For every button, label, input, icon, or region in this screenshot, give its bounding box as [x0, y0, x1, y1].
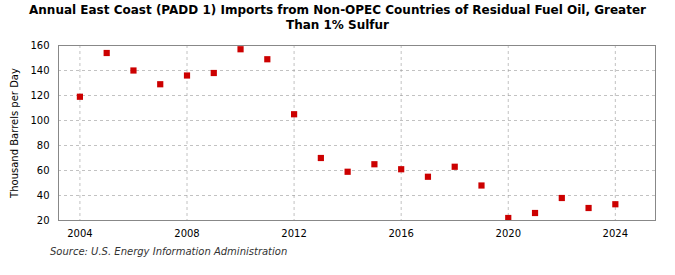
svg-text:120: 120 [30, 90, 49, 101]
svg-text:Thousand Barrels per Day: Thousand Barrels per Day [9, 68, 20, 199]
svg-text:140: 140 [30, 65, 49, 76]
svg-text:40: 40 [37, 190, 50, 201]
svg-text:2024: 2024 [603, 228, 628, 239]
svg-text:2008: 2008 [174, 228, 199, 239]
svg-text:2004: 2004 [67, 228, 92, 239]
svg-text:100: 100 [30, 115, 49, 126]
svg-text:60: 60 [37, 165, 50, 176]
svg-text:2012: 2012 [281, 228, 306, 239]
html-text:Source: U.S. Energy Informatio: Source: U.S. Energy Information Administ… [50, 246, 288, 257]
svg-text:80: 80 [37, 140, 50, 151]
svg-text:2020: 2020 [496, 228, 521, 239]
svg-text:20: 20 [37, 215, 50, 226]
svg-text:2016: 2016 [388, 228, 413, 239]
svg-text:160: 160 [30, 40, 49, 51]
html-text:Annual East Coast (PADD 1) Imp: Annual East Coast (PADD 1) Imports from … [29, 3, 646, 32]
